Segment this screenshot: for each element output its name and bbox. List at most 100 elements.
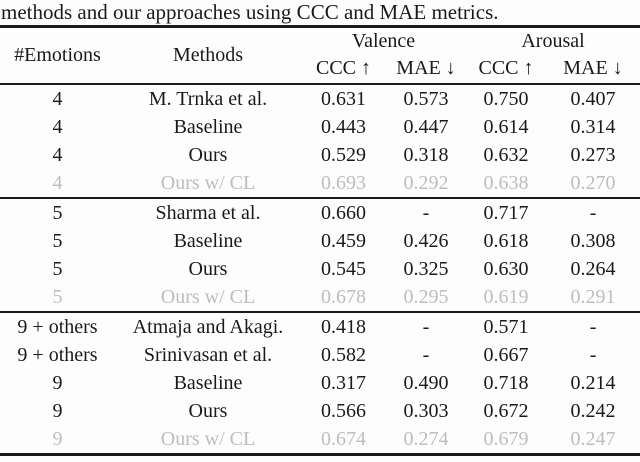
method-cell: Ours (188, 143, 228, 166)
emotions-cell: 9 + others (17, 343, 98, 366)
emotions-cell: 9 (52, 371, 63, 394)
valence-ccc-cell: 0.566 (321, 399, 366, 422)
column-header-methods: Methods (173, 44, 243, 66)
table-section: 5 Sharma et al. 0.660 - 0.717 - 5 Baseline 0.459… (0, 198, 640, 312)
valence-mae-cell: - (422, 315, 430, 338)
arousal-mae-cell: 0.270 (570, 171, 616, 194)
method-cell: Sharma et al. (155, 201, 261, 224)
arousal-ccc-cell: 0.672 (483, 399, 529, 422)
valence-ccc-cell: 0.317 (321, 371, 366, 394)
valence-ccc-cell: 0.443 (321, 115, 366, 138)
arousal-mae-cell: 0.273 (570, 143, 616, 166)
arousal-mae-cell: 0.264 (570, 257, 616, 280)
table-row: 9 Baseline 0.317 0.490 0.718 0.214 (0, 369, 640, 397)
table-section: 4 M. Trnka et al. 0.631 0.573 0.750 0.407 4 Bas… (0, 84, 640, 198)
valence-ccc-cell: 0.631 (321, 87, 366, 110)
arousal-mae-cell: 0.291 (570, 285, 616, 308)
column-header-valence-mae: MAE ↓ (396, 57, 456, 79)
arousal-ccc-cell: 0.571 (483, 315, 529, 338)
table-row: 9 + others Srinivasan et al. 0.582 - 0.667 - (0, 341, 640, 369)
table-row: 5 Ours 0.545 0.325 0.630 0.264 (0, 255, 640, 283)
table-caption-fragment: methods and our approaches using CCC and… (1, 0, 499, 24)
emotions-cell: 9 (52, 399, 63, 422)
valence-ccc-cell: 0.674 (321, 427, 366, 450)
method-cell: Baseline (173, 229, 243, 252)
valence-mae-cell: 0.447 (403, 115, 449, 138)
valence-mae-cell: 0.426 (403, 229, 449, 252)
arousal-mae-cell: 0.214 (570, 371, 616, 394)
arousal-ccc-cell: 0.667 (483, 343, 529, 366)
valence-mae-cell: 0.490 (403, 371, 449, 394)
arousal-ccc-cell: 0.614 (483, 115, 529, 138)
arousal-mae-cell: - (589, 343, 597, 366)
valence-mae-cell: - (422, 343, 430, 366)
emotions-cell: 5 (52, 257, 63, 280)
valence-mae-cell: 0.573 (403, 87, 449, 110)
method-cell: Srinivasan et al. (143, 343, 273, 366)
arousal-mae-cell: - (589, 315, 597, 338)
table-section: 9 + others Atmaja and Akagi. 0.418-0.571-9… (0, 312, 640, 455)
table-row: 9 Ours w/ CL 0.674 0.274 0.679 0.247 (0, 425, 640, 455)
emotions-cell: 4 (52, 143, 63, 166)
method-cell: Ours w/ CL (160, 427, 256, 450)
arousal-mae-cell: 0.314 (570, 115, 616, 138)
arousal-mae-cell: 0.308 (570, 229, 616, 252)
method-cell: Ours (188, 399, 228, 422)
arousal-ccc-cell: 0.679 (483, 427, 529, 450)
valence-ccc-cell: 0.545 (321, 257, 366, 280)
table-row: 4 Ours 0.529 0.318 0.632 0.273 (0, 141, 640, 169)
table-row: 4 Ours w/ CL 0.693 0.292 0.638 0.270 (0, 169, 640, 198)
column-header-valence-ccc: CCC ↑ (315, 57, 372, 79)
table-row: 9 Ours 0.566 0.303 0.672 0.242 (0, 397, 640, 425)
emotions-cell: 4 (52, 171, 63, 194)
arousal-ccc-cell: 0.630 (483, 257, 529, 280)
valence-ccc-cell: 0.693 (321, 171, 366, 194)
valence-mae-cell: 0.318 (403, 143, 449, 166)
table-row: 4 Baseline 0.443 0.447 0.614 0.314 (0, 113, 640, 141)
table-row: 5 Ours w/ CL 0.678 0.295 0.619 0.291 (0, 283, 640, 312)
arousal-ccc-cell: 0.632 (483, 143, 529, 166)
valence-mae-cell: 0.295 (403, 285, 449, 308)
table-row: 5 Baseline 0.459 0.426 0.618 0.308 (0, 227, 640, 255)
table-header: #Emotions Methods Valence Arousal CCC ↑ … (0, 27, 640, 84)
emotions-cell: 4 (52, 87, 63, 110)
arousal-ccc-cell: 0.618 (483, 229, 529, 252)
table-row: 5 Sharma et al. 0.660 - 0.717 - (0, 198, 640, 227)
method-cell: Baseline (173, 371, 243, 394)
valence-ccc-cell: 0.582 (321, 343, 366, 366)
arousal-mae-cell: 0.242 (570, 399, 616, 422)
arousal-ccc-cell: 0.717 (483, 201, 529, 224)
valence-mae-cell: 0.303 (403, 399, 449, 422)
method-cell: Baseline (173, 115, 243, 138)
table-row: 4 M. Trnka et al. 0.631 0.573 0.750 0.407 (0, 84, 640, 113)
arousal-mae-cell: 0.247 (570, 427, 616, 450)
arousal-mae-cell: 0.407 (570, 87, 616, 110)
results-table: #Emotions Methods Valence Arousal CCC ↑ … (0, 25, 640, 456)
table-row: 9 + others Atmaja and Akagi. 0.418 - 0.571 - (0, 312, 640, 341)
method-cell: Ours w/ CL (160, 171, 256, 194)
method-cell: Ours w/ CL (160, 285, 256, 308)
emotions-cell: 9 + others (17, 315, 98, 338)
valence-mae-cell: - (422, 201, 430, 224)
arousal-mae-cell: - (589, 201, 597, 224)
valence-ccc-cell: 0.418 (321, 315, 366, 338)
arousal-ccc-cell: 0.619 (483, 285, 529, 308)
valence-ccc-cell: 0.459 (321, 229, 366, 252)
column-group-arousal: Arousal (521, 29, 585, 52)
column-group-valence: Valence (351, 29, 416, 52)
emotions-cell: 4 (52, 115, 63, 138)
column-header-arousal-mae: MAE ↓ (563, 57, 623, 79)
valence-mae-cell: 0.325 (403, 257, 449, 280)
valence-mae-cell: 0.292 (403, 171, 449, 194)
arousal-ccc-cell: 0.718 (483, 371, 529, 394)
arousal-ccc-cell: 0.638 (483, 171, 529, 194)
column-header-emotions: #Emotions (14, 44, 101, 66)
valence-mae-cell: 0.274 (403, 427, 449, 450)
valence-ccc-cell: 0.660 (321, 201, 366, 224)
valence-ccc-cell: 0.529 (321, 143, 366, 166)
emotions-cell: 9 (52, 427, 63, 450)
valence-ccc-cell: 0.678 (321, 285, 366, 308)
method-cell: M. Trnka et al. (148, 87, 268, 110)
emotions-cell: 5 (52, 229, 63, 252)
